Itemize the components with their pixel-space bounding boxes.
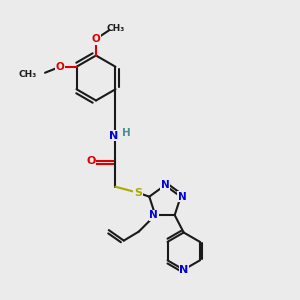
Text: N: N (178, 192, 187, 202)
Text: N: N (149, 210, 158, 220)
Text: N: N (160, 180, 169, 190)
Text: CH₃: CH₃ (107, 24, 125, 33)
Text: N: N (179, 265, 188, 275)
Text: H: H (122, 128, 130, 138)
Text: S: S (134, 188, 142, 198)
Text: CH₃: CH₃ (18, 70, 37, 79)
Text: O: O (92, 34, 100, 44)
Text: N: N (110, 131, 118, 141)
Text: O: O (86, 156, 96, 166)
Text: O: O (56, 62, 64, 72)
